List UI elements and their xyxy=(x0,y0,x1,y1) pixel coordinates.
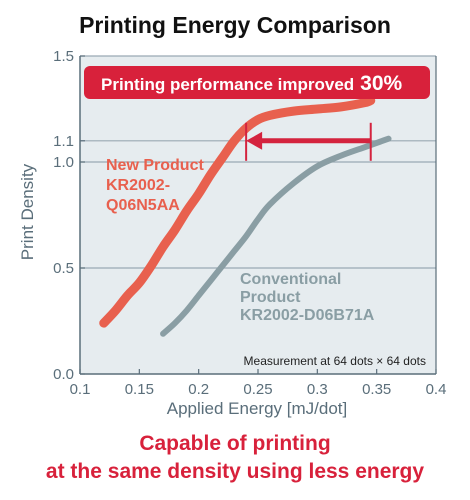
banner-text: Printing performance improved 30% xyxy=(101,72,403,95)
y-tick-labels: 0.0 0.5 1.0 1.1 1.5 xyxy=(53,48,85,383)
series-label-line: New Product xyxy=(106,157,204,174)
banner-label: Printing performance improved xyxy=(101,75,354,94)
x-tick-label: 0.25 xyxy=(243,381,272,398)
series-label-line: Q06N5AA xyxy=(106,197,180,214)
y-tick-label: 0.5 xyxy=(53,260,74,277)
y-tick-label: 0.0 xyxy=(53,366,74,383)
x-tick-labels: 0.1 0.15 0.2 0.25 0.3 0.35 0.4 xyxy=(70,369,447,398)
improvement-banner: Printing performance improved 30% xyxy=(84,66,430,99)
x-tick-label: 0.3 xyxy=(307,381,328,398)
x-tick-label: 0.2 xyxy=(188,381,209,398)
y-tick-label: 1.0 xyxy=(53,154,74,171)
improvement-arrow xyxy=(245,122,372,161)
series-line-conventional-product xyxy=(160,135,392,337)
x-tick-label: 0.35 xyxy=(362,381,391,398)
y-tick-label: 1.5 xyxy=(53,48,74,65)
banner-value: 30% xyxy=(360,72,402,95)
series-label-new-product: New Product KR2002- Q06N5AA xyxy=(106,157,204,214)
caption-line-1: Capable of printing xyxy=(139,432,330,455)
series-label-line: KR2002- xyxy=(106,177,170,194)
y-axis-label: Print Density xyxy=(18,163,37,260)
series-label-line: Conventional xyxy=(240,271,341,288)
x-tick-label: 0.1 xyxy=(70,381,91,398)
series-label-line: Product xyxy=(240,289,301,306)
caption-line-2: at the same density using less energy xyxy=(46,460,424,483)
series-line-new-product xyxy=(99,96,376,328)
x-axis-label: Applied Energy [mJ/dot] xyxy=(167,399,347,418)
measurement-note: Measurement at 64 dots × 64 dots xyxy=(244,354,426,368)
arrow-head xyxy=(246,131,263,150)
banner-background xyxy=(84,66,430,99)
chart-title: Printing Energy Comparison xyxy=(79,12,391,38)
series-lines xyxy=(99,96,392,337)
x-tick-label: 0.15 xyxy=(125,381,154,398)
y-tick-label: 1.1 xyxy=(53,133,74,150)
series-label-line: KR2002-D06B71A xyxy=(240,307,375,324)
x-tick-label: 0.4 xyxy=(426,381,447,398)
